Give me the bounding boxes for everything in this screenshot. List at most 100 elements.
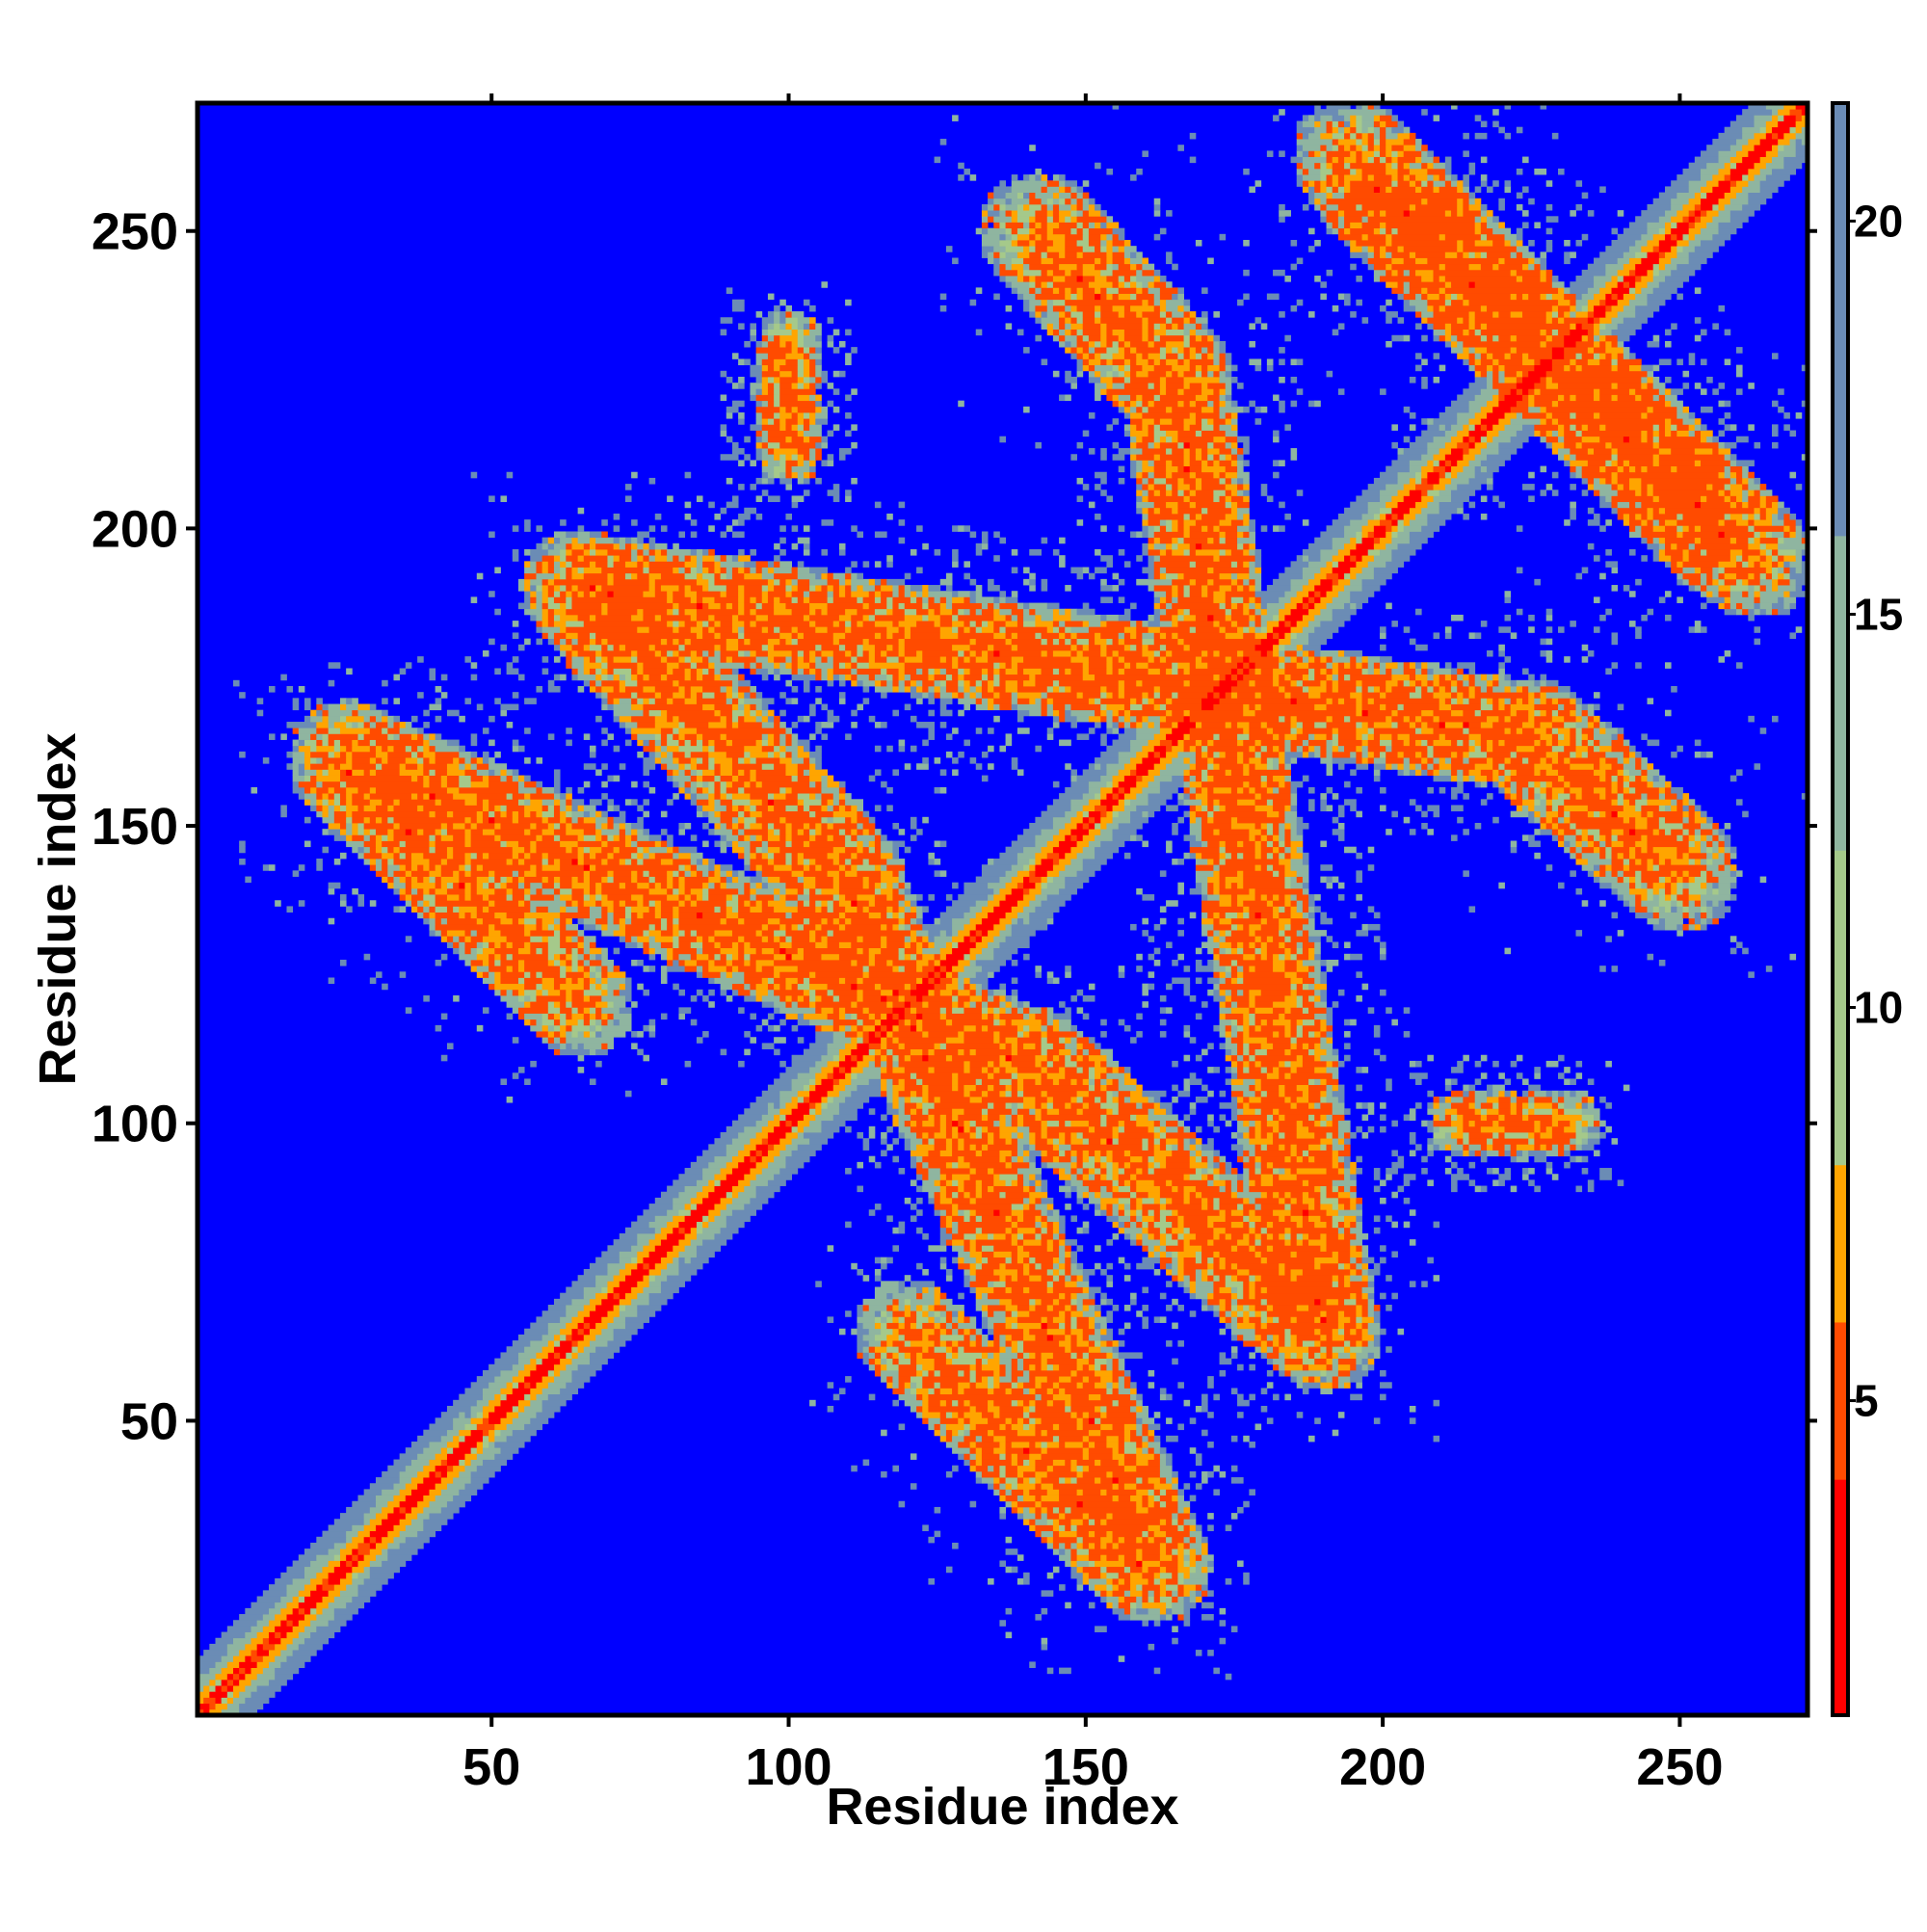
heatmap-cell — [886, 995, 899, 1002]
heatmap-cell — [1159, 1519, 1167, 1525]
heatmap-cell — [1041, 1382, 1054, 1389]
heatmap-cell — [993, 1174, 1000, 1180]
heatmap-cell — [1035, 1399, 1048, 1407]
heatmap-cell — [1183, 1524, 1191, 1532]
heatmap-cell — [1029, 1298, 1036, 1306]
heatmap-cell — [1225, 1067, 1232, 1073]
heatmap-cell — [1522, 1102, 1529, 1109]
heatmap-cell — [1451, 1067, 1464, 1073]
heatmap-cell — [1059, 1144, 1071, 1151]
heatmap-cell — [1100, 1048, 1113, 1056]
heatmap-cell — [571, 1043, 579, 1049]
heatmap-cell — [601, 1298, 620, 1306]
heatmap-cell — [761, 1138, 769, 1145]
heatmap-cell — [993, 1060, 1000, 1068]
heatmap-cell — [1076, 1227, 1084, 1234]
heatmap-cell — [1023, 1286, 1030, 1294]
heatmap-cell — [1136, 1185, 1161, 1193]
heatmap-cell — [821, 1102, 829, 1109]
heatmap-cell — [1118, 1584, 1131, 1591]
heatmap-cell — [1112, 1590, 1125, 1597]
heatmap-cell — [678, 1227, 686, 1234]
heatmap-cell — [1332, 1334, 1345, 1341]
heatmap-cell — [1153, 1209, 1161, 1216]
heatmap-cell — [1207, 1513, 1214, 1520]
heatmap-cell — [845, 1221, 852, 1229]
heatmap-cell — [1005, 1067, 1018, 1073]
heatmap-cell — [881, 1138, 887, 1145]
heatmap-cell — [1213, 1286, 1220, 1294]
heatmap-cell — [1337, 1209, 1362, 1216]
heatmap-cell — [1326, 1185, 1333, 1193]
heatmap-cell — [245, 1685, 258, 1692]
heatmap-cell — [964, 1328, 970, 1336]
heatmap-cell — [209, 1703, 216, 1710]
heatmap-cell — [1166, 1614, 1173, 1621]
heatmap-cell — [464, 1412, 472, 1418]
heatmap-cell — [530, 1393, 537, 1401]
heatmap-cell — [1308, 1125, 1339, 1133]
heatmap-cell — [1183, 989, 1191, 996]
heatmap-cell — [892, 1340, 906, 1347]
heatmap-cell — [322, 1530, 347, 1538]
heatmap-cell — [1207, 1382, 1214, 1389]
heatmap-cell — [851, 1328, 858, 1336]
heatmap-cell — [684, 1185, 703, 1193]
heatmap-cell — [696, 989, 703, 996]
heatmap-cell — [750, 1197, 769, 1204]
heatmap-cell — [755, 1096, 780, 1103]
heatmap-cell — [1016, 1340, 1024, 1347]
heatmap-cell — [1095, 1369, 1113, 1377]
heatmap-cell — [1337, 1369, 1351, 1377]
heatmap-cell — [1123, 1096, 1131, 1103]
heatmap-cell — [589, 1310, 608, 1317]
heatmap-cell — [429, 1513, 454, 1520]
heatmap-cell — [1361, 1363, 1369, 1371]
heatmap-cell — [1510, 1096, 1518, 1103]
heatmap-cell — [1100, 1102, 1120, 1109]
heatmap-cell — [1457, 1114, 1464, 1122]
heatmap-cell — [1564, 1102, 1576, 1109]
heatmap-cell — [1308, 1191, 1321, 1199]
heatmap-cell — [1427, 1179, 1434, 1186]
heatmap-cell — [1249, 1286, 1255, 1294]
heatmap-cell — [1189, 1495, 1197, 1502]
heatmap-cell — [750, 1179, 769, 1186]
heatmap-cell — [750, 989, 757, 996]
heatmap-cell — [1029, 1459, 1036, 1467]
heatmap-cell — [988, 1352, 994, 1359]
heatmap-cell — [1522, 1150, 1529, 1157]
heatmap-cell — [1380, 1245, 1386, 1252]
heatmap-cell — [1551, 1102, 1559, 1109]
heatmap-cell — [898, 1346, 923, 1353]
heatmap-cell — [1183, 1584, 1197, 1591]
heatmap-cell — [1082, 1043, 1095, 1049]
heatmap-cell — [1148, 1161, 1155, 1169]
heatmap-cell — [423, 1465, 436, 1472]
heatmap-cell — [1106, 1340, 1113, 1347]
heatmap-cell — [904, 1352, 911, 1359]
heatmap-cell — [1023, 1132, 1030, 1139]
heatmap-cell — [524, 1078, 531, 1086]
heatmap-cell — [993, 1399, 1013, 1407]
heatmap-cell — [969, 1174, 994, 1180]
heatmap-cell — [981, 1310, 989, 1317]
heatmap-cell — [785, 1155, 810, 1163]
heatmap-cell — [1029, 1305, 1036, 1311]
heatmap-cell — [1118, 1352, 1143, 1359]
heatmap-cell — [328, 1548, 341, 1555]
heatmap-cell — [904, 1078, 917, 1086]
heatmap-cell — [1123, 1447, 1137, 1454]
heatmap-cell — [1046, 1363, 1054, 1371]
heatmap-cell — [1082, 1435, 1090, 1442]
heatmap-cell — [1260, 1155, 1285, 1163]
heatmap-cell — [1041, 1275, 1054, 1282]
heatmap-cell — [892, 1227, 899, 1234]
heatmap-cell — [423, 1524, 442, 1532]
heatmap-cell — [886, 1084, 893, 1092]
heatmap-cell — [1504, 1132, 1529, 1139]
heatmap-cell — [1159, 1239, 1167, 1246]
heatmap-cell — [1356, 1382, 1362, 1389]
heatmap-cell — [1201, 1155, 1208, 1163]
heatmap-cell — [1528, 1168, 1535, 1175]
